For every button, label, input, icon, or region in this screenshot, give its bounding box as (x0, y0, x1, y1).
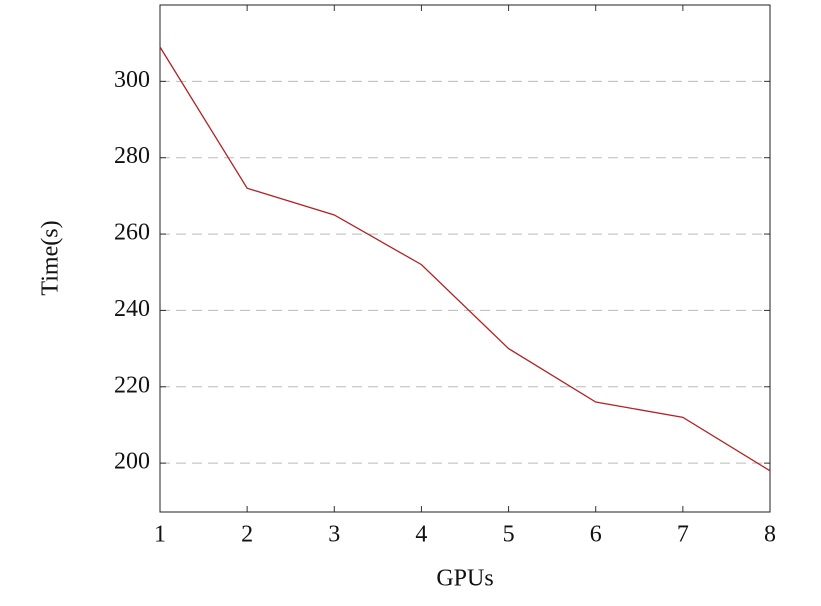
y-tick-label: 280 (114, 143, 150, 169)
x-tick-label: 8 (764, 522, 776, 548)
y-tick-label: 200 (114, 449, 150, 475)
x-tick-label: 5 (503, 522, 515, 548)
x-tick-label: 7 (677, 522, 689, 548)
x-tick-label: 4 (415, 522, 427, 548)
y-axis-label: Time(s) (38, 220, 64, 295)
x-tick-label: 1 (154, 522, 166, 548)
plot-frame (159, 4, 771, 513)
x-tick-label: 3 (328, 522, 340, 548)
y-tick-label: 260 (114, 220, 150, 246)
x-tick-label: 2 (241, 522, 253, 548)
data-line (159, 46, 771, 472)
y-tick-label: 300 (114, 67, 150, 93)
x-axis-label: GPUs (436, 566, 493, 592)
y-tick-label: 220 (114, 372, 150, 398)
x-tick-label: 6 (590, 522, 602, 548)
y-tick-label: 240 (114, 296, 150, 322)
